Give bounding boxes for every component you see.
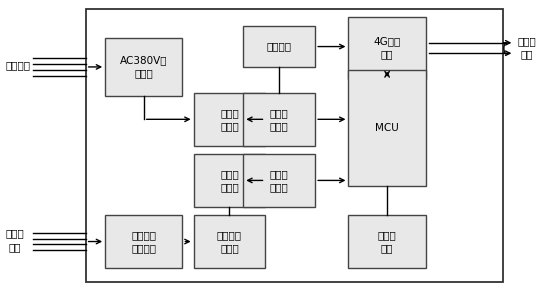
Bar: [105, 215, 182, 268]
Bar: [194, 93, 265, 146]
Text: 电流采
集电路: 电流采 集电路: [220, 169, 239, 192]
Text: 电流互
感器: 电流互 感器: [6, 228, 24, 252]
Text: AC380V电
压接口: AC380V电 压接口: [120, 55, 168, 79]
Text: MCU: MCU: [375, 123, 399, 133]
Text: 主站服
务器: 主站服 务器: [517, 36, 536, 60]
Text: 电流互感
器接口: 电流互感 器接口: [217, 230, 242, 253]
Text: 电流互感
器转接盒: 电流互感 器转接盒: [131, 230, 156, 253]
Text: 电流滤
波电路: 电流滤 波电路: [270, 169, 289, 192]
Bar: [348, 17, 426, 79]
Bar: [348, 215, 426, 268]
Text: 电压输入: 电压输入: [6, 61, 30, 70]
Bar: [105, 38, 182, 96]
Bar: [243, 26, 315, 67]
Text: 电压采
集电路: 电压采 集电路: [220, 108, 239, 131]
Text: (: (: [502, 41, 507, 55]
Bar: [86, 9, 503, 282]
Bar: [194, 154, 265, 207]
Text: 电压滤
波电路: 电压滤 波电路: [270, 108, 289, 131]
Bar: [243, 154, 315, 207]
Text: 电源模块: 电源模块: [267, 42, 292, 52]
Text: 液晶显
示器: 液晶显 示器: [378, 230, 397, 253]
Bar: [194, 215, 265, 268]
Text: 4G通信
模块: 4G通信 模块: [373, 36, 401, 60]
Bar: [243, 93, 315, 146]
Bar: [348, 70, 426, 186]
